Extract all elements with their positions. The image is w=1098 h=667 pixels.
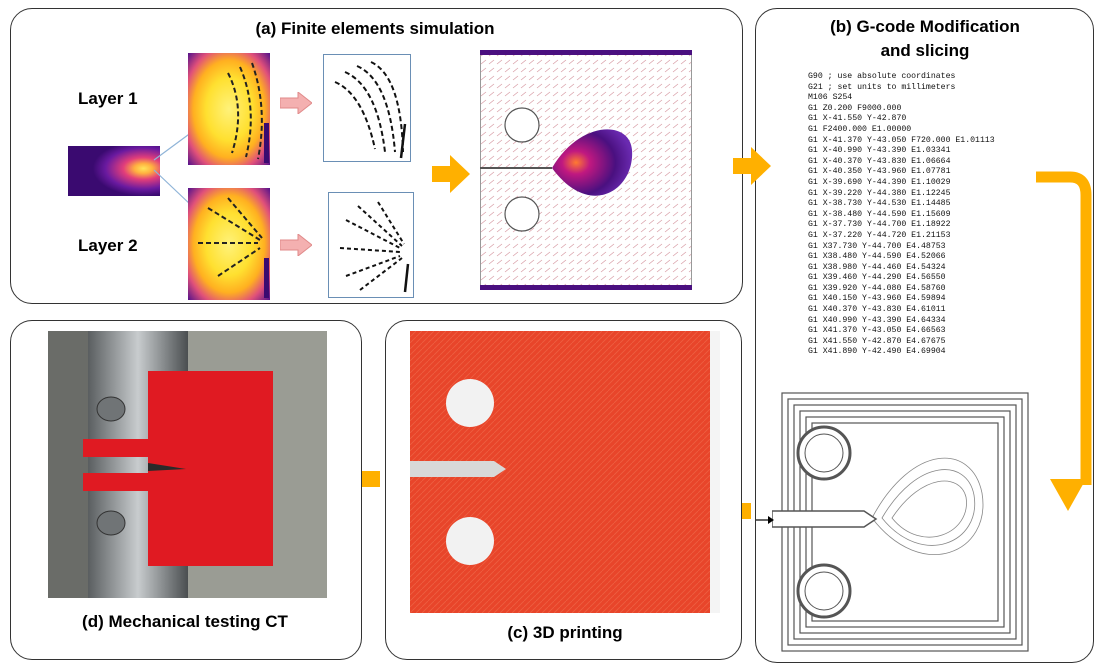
gcode-line: M106 S254: [808, 93, 853, 103]
gcode-line: G1 X38.980 Y-44.460 E4.54324: [808, 262, 946, 272]
pink-arrow-icon: [280, 92, 312, 114]
gcode-line: G1 X-41.370 Y-43.050 F720.000 E1.01113: [808, 135, 995, 145]
gcode-line: G1 F2400.000 E1.00000: [808, 124, 912, 134]
pink-arrow-icon: [280, 234, 312, 256]
gcode-line: G1 Z0.200 F9000.000: [808, 103, 902, 113]
gcode-line: G1 X-40.370 Y-43.830 E1.06664: [808, 156, 951, 166]
gcode-line: G1 X-37.730 Y-44.700 E1.18922: [808, 220, 951, 230]
zoom-connector-lines: [153, 131, 193, 207]
gcode-line: G21 ; set units to millimeters: [808, 82, 956, 92]
gcode-line: G1 X41.370 Y-43.050 E4.66563: [808, 326, 946, 336]
gcode-line: G90 ; use absolute coordinates: [808, 72, 956, 81]
panel-b-title-line1: (b) G-code Modification: [830, 17, 1020, 36]
printed-specimen-photo: [410, 331, 720, 613]
gcode-line: G1 X-38.480 Y-44.590 E1.15609: [808, 209, 951, 219]
flow-arrow-icon: [432, 155, 470, 193]
fem-vector-field: [480, 50, 692, 290]
gcode-line: G1 X-39.220 Y-44.380 E1.12245: [808, 188, 951, 198]
curved-arrow-icon: [1036, 171, 1092, 511]
layer-2-toolpath: [328, 192, 414, 298]
layer-2-stress-map: [188, 188, 270, 300]
gcode-line: G1 X41.550 Y-42.870 E4.67675: [808, 336, 946, 346]
flow-arrow-icon: [733, 147, 771, 185]
layer-1-label: Layer 1: [78, 89, 138, 108]
gcode-line: G1 X37.730 Y-44.700 E4.48753: [808, 241, 946, 251]
gcode-line: G1 X-40.990 Y-43.390 E1.03341: [808, 146, 951, 156]
sliced-toolpath: [772, 383, 1038, 661]
small-arrow-icon: [756, 516, 774, 524]
gcode-line: G1 X-39.690 Y-44.390 E1.10029: [808, 177, 951, 187]
gcode-line: G1 X38.480 Y-44.590 E4.52066: [808, 252, 946, 262]
gcode-line: G1 X-41.550 Y-42.870: [808, 114, 907, 124]
panel-a-title: (a) Finite elements simulation: [255, 19, 495, 38]
gcode-line: G1 X41.890 Y-42.490 E4.69904: [808, 347, 946, 357]
gcode-line: G1 X40.370 Y-43.830 E4.61011: [808, 305, 946, 315]
gcode-line: G1 X40.150 Y-43.960 E4.59894: [808, 294, 946, 304]
gcode-line: G1 X-40.350 Y-43.960 E1.07781: [808, 167, 951, 177]
panel-c-title: (c) 3D printing: [507, 623, 623, 642]
gcode-line: G1 X39.460 Y-44.290 E4.56550: [808, 273, 946, 283]
gcode-line: G1 X40.990 Y-43.390 E4.64334: [808, 315, 946, 325]
layer-1-toolpath: [323, 54, 411, 162]
gcode-line: G1 X39.920 Y-44.080 E4.58760: [808, 283, 946, 293]
panel-d-title: (d) Mechanical testing CT: [82, 612, 288, 631]
panel-b-title-line2: and slicing: [880, 41, 970, 60]
ct-test-photo: [48, 331, 327, 598]
layer-2-label: Layer 2: [78, 236, 138, 255]
gcode-line: G1 X-37.220 Y-44.720 E1.21153: [808, 230, 951, 240]
gcode-listing: G90 ; use absolute coordinates G21 ; set …: [808, 72, 995, 358]
specimen-heatmap-small: [68, 146, 160, 196]
layer-1-stress-map: [188, 53, 270, 165]
gcode-line: G1 X-38.730 Y-44.530 E1.14485: [808, 199, 951, 209]
